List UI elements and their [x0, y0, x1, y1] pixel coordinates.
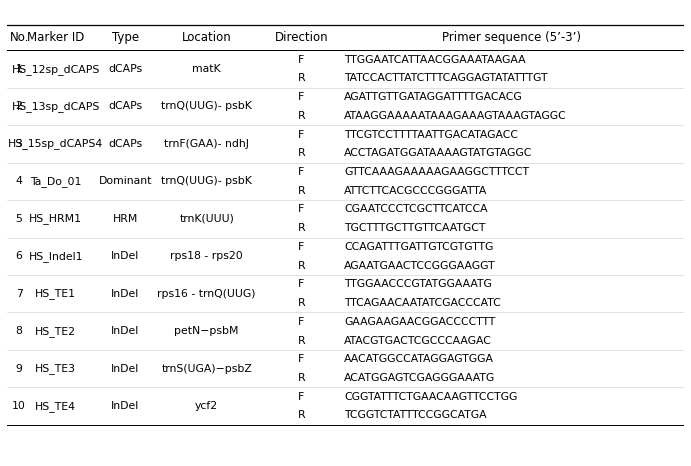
Text: R: R	[298, 336, 305, 346]
Text: GTTCAAAGAAAAAGAAGGCTTTCCT: GTTCAAAGAAAAAGAAGGCTTTCCT	[344, 167, 529, 177]
Text: F: F	[299, 354, 305, 364]
Text: 3: 3	[16, 139, 23, 149]
Text: ATTCTTCACGCCCGGGATTA: ATTCTTCACGCCCGGGATTA	[344, 186, 488, 196]
Text: HRM: HRM	[113, 214, 138, 224]
Text: InDel: InDel	[111, 401, 140, 411]
Text: ACATGGAGTCGAGGGAAATG: ACATGGAGTCGAGGGAAATG	[344, 373, 495, 383]
Text: 7: 7	[16, 289, 23, 299]
Text: F: F	[299, 55, 305, 65]
Text: InDel: InDel	[111, 363, 140, 374]
Text: ATAAGGAAAAATAAAGAAAGTAAAGTAGGC: ATAAGGAAAAATAAAGAAAGTAAAGTAGGC	[344, 111, 567, 121]
Text: TTCGTCCTTTTAATTGACATAGACC: TTCGTCCTTTTAATTGACATAGACC	[344, 130, 518, 140]
Text: 8: 8	[16, 326, 23, 336]
Text: TATCCACTTATCTTTCAGGAGTATATTTGT: TATCCACTTATCTTTCAGGAGTATATTTGT	[344, 74, 548, 83]
Text: InDel: InDel	[111, 251, 140, 261]
Text: HS_TE3: HS_TE3	[35, 363, 76, 374]
Text: F: F	[299, 205, 305, 214]
Text: trnQ(UUG)- psbK: trnQ(UUG)- psbK	[161, 102, 252, 111]
Text: TTGGAATCATTAACGGAAATAAGAA: TTGGAATCATTAACGGAAATAAGAA	[344, 55, 526, 65]
Text: R: R	[298, 186, 305, 196]
Text: ACCTAGATGGATAAAAGTATGTAGGC: ACCTAGATGGATAAAAGTATGTAGGC	[344, 148, 533, 158]
Text: AGAATGAACTCCGGGAAGGT: AGAATGAACTCCGGGAAGGT	[344, 260, 495, 271]
Text: 5: 5	[16, 214, 23, 224]
Text: CGGTATTTCTGAACAAGTTCCTGG: CGGTATTTCTGAACAAGTTCCTGG	[344, 392, 518, 402]
Text: HS_12sp_dCAPS: HS_12sp_dCAPS	[12, 63, 100, 75]
Text: 6: 6	[16, 251, 23, 261]
Text: F: F	[299, 167, 305, 177]
Text: 10: 10	[12, 401, 26, 411]
Text: R: R	[298, 260, 305, 271]
Text: Type: Type	[112, 31, 139, 44]
Text: TTGGAACCCGTATGGAAATG: TTGGAACCCGTATGGAAATG	[344, 280, 492, 289]
Text: HS_Indel1: HS_Indel1	[28, 251, 83, 262]
Text: 4: 4	[16, 177, 23, 186]
Text: trnS(UGA)−psbZ: trnS(UGA)−psbZ	[161, 363, 252, 374]
Text: F: F	[299, 392, 305, 402]
Text: TTCAGAACAATATCGACCCATC: TTCAGAACAATATCGACCCATC	[344, 298, 501, 308]
Text: trnK(UUU): trnK(UUU)	[179, 214, 234, 224]
Text: R: R	[298, 111, 305, 121]
Text: Marker ID: Marker ID	[27, 31, 84, 44]
Text: HS_TE4: HS_TE4	[35, 401, 76, 411]
Text: 9: 9	[16, 363, 23, 374]
Text: Direction: Direction	[274, 31, 328, 44]
Text: F: F	[299, 92, 305, 102]
Text: F: F	[299, 242, 305, 252]
Text: R: R	[298, 298, 305, 308]
Text: ATACGTGACTCGCCCAAGAC: ATACGTGACTCGCCCAAGAC	[344, 336, 492, 346]
Text: TGCTTTGCTTGTTCAATGCT: TGCTTTGCTTGTTCAATGCT	[344, 223, 486, 233]
Text: AACATGGCCATAGGAGTGGA: AACATGGCCATAGGAGTGGA	[344, 354, 494, 364]
Text: 2: 2	[16, 102, 23, 111]
Text: CCAGATTTGATTGTCGTGTTG: CCAGATTTGATTGTCGTGTTG	[344, 242, 493, 252]
Text: trnQ(UUG)- psbK: trnQ(UUG)- psbK	[161, 177, 252, 186]
Text: Primer sequence (5’-3’): Primer sequence (5’-3’)	[442, 31, 581, 44]
Text: No.: No.	[10, 31, 29, 44]
Text: dCAPs: dCAPs	[108, 139, 142, 149]
Text: Ta_Do_01: Ta_Do_01	[30, 176, 82, 187]
Text: R: R	[298, 223, 305, 233]
Text: petN−psbM: petN−psbM	[174, 326, 239, 336]
Text: GAAGAAGAACGGACCCCTTT: GAAGAAGAACGGACCCCTTT	[344, 317, 495, 327]
Text: AGATTGTTGATAGGATTTTGACACG: AGATTGTTGATAGGATTTTGACACG	[344, 92, 523, 102]
Text: HS_13sp_dCAPS: HS_13sp_dCAPS	[12, 101, 100, 112]
Text: InDel: InDel	[111, 326, 140, 336]
Text: F: F	[299, 280, 305, 289]
Text: R: R	[298, 373, 305, 383]
Text: HS_TE2: HS_TE2	[35, 326, 76, 336]
Text: TCGGTCTATTTCCGGCATGA: TCGGTCTATTTCCGGCATGA	[344, 411, 486, 420]
Text: ycf2: ycf2	[195, 401, 218, 411]
Text: Dominant: Dominant	[99, 177, 152, 186]
Text: dCAPs: dCAPs	[108, 64, 142, 74]
Text: R: R	[298, 148, 305, 158]
Text: HS_15sp_dCAPS4: HS_15sp_dCAPS4	[8, 138, 103, 150]
Text: F: F	[299, 130, 305, 140]
Text: 1: 1	[16, 64, 23, 74]
Text: dCAPs: dCAPs	[108, 102, 142, 111]
Text: InDel: InDel	[111, 289, 140, 299]
Text: F: F	[299, 317, 305, 327]
Text: Location: Location	[182, 31, 231, 44]
Text: R: R	[298, 411, 305, 420]
Text: HS_HRM1: HS_HRM1	[29, 213, 82, 224]
Text: CGAATCCCTCGCTTCATCCA: CGAATCCCTCGCTTCATCCA	[344, 205, 488, 214]
Text: HS_TE1: HS_TE1	[35, 288, 76, 299]
Text: rps16 - trnQ(UUG): rps16 - trnQ(UUG)	[158, 289, 256, 299]
Text: R: R	[298, 74, 305, 83]
Text: trnF(GAA)- ndhJ: trnF(GAA)- ndhJ	[164, 139, 249, 149]
Text: matK: matK	[192, 64, 221, 74]
Text: rps18 - rps20: rps18 - rps20	[170, 251, 243, 261]
